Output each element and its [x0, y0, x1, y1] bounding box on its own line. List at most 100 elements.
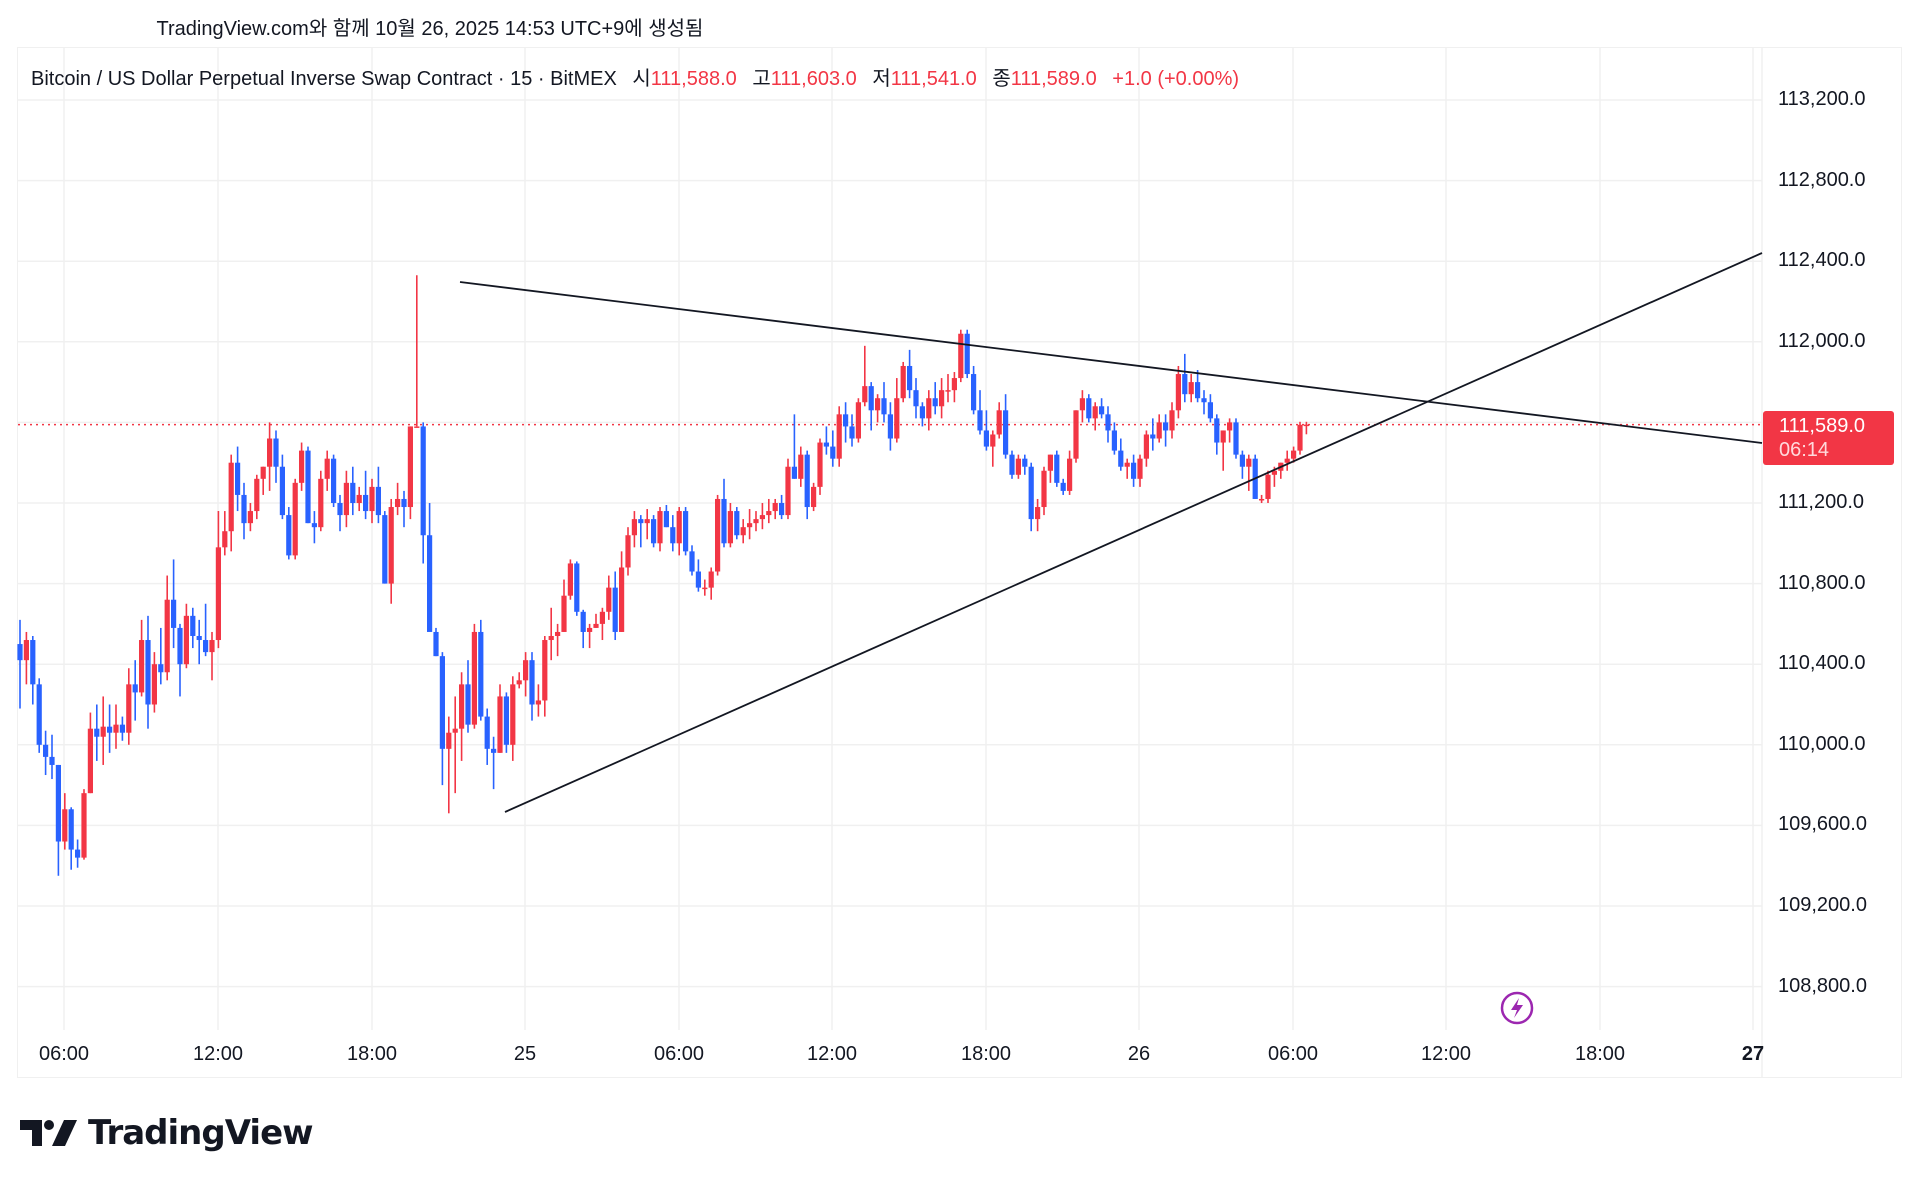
time-axis-label: 18:00 — [1574, 1043, 1626, 1065]
candle-body — [177, 627, 183, 665]
candle-body — [324, 458, 330, 479]
candle-body — [689, 551, 695, 572]
candle-body — [1009, 454, 1015, 475]
candle-body — [459, 684, 465, 729]
candle-body — [798, 454, 804, 479]
price-axis-label: 112,000.0 — [1778, 329, 1866, 352]
candle-body — [791, 466, 797, 479]
lightning-icon[interactable] — [1499, 990, 1535, 1026]
lower-trendline[interactable] — [504, 252, 1763, 813]
candle-body — [676, 511, 682, 544]
candle-body — [631, 519, 637, 536]
candle-body — [971, 374, 977, 411]
candle-body — [1067, 458, 1073, 491]
candle-body — [395, 498, 401, 508]
candle-body — [625, 535, 631, 568]
candle-body — [1182, 374, 1188, 395]
candle-body — [849, 426, 855, 439]
price-axis-label: 112,400.0 — [1778, 249, 1866, 272]
candle-body — [87, 728, 93, 794]
candle-body — [1207, 402, 1213, 419]
candle-body — [235, 462, 241, 495]
upper-trendline[interactable] — [459, 281, 1763, 444]
candle-body — [772, 503, 778, 512]
candle-body — [491, 748, 497, 753]
tradingview-wordmark: TradingView — [88, 1113, 314, 1153]
candle-body — [151, 664, 157, 705]
candle-body — [862, 386, 868, 403]
symbol-legend: Bitcoin / US Dollar Perpetual Inverse Sw… — [31, 62, 1239, 91]
candle-body — [427, 535, 433, 632]
candle-body — [196, 635, 202, 641]
candle-body — [587, 627, 593, 632]
candle-body — [1041, 470, 1047, 508]
candle-body — [23, 640, 29, 661]
candle-body — [55, 764, 61, 842]
chart-frame — [17, 47, 1902, 1078]
candle-body — [1105, 414, 1111, 431]
candle-body — [478, 631, 484, 717]
candle-body — [535, 700, 541, 705]
candle-body — [1015, 458, 1021, 475]
candle-body — [977, 410, 983, 431]
price-axis-label: 113,200.0 — [1778, 88, 1866, 110]
candle-body — [420, 426, 426, 536]
time-axis-label: 18:00 — [346, 1043, 398, 1065]
candle-body — [1143, 434, 1149, 459]
candle-body — [299, 450, 305, 483]
candle-body — [580, 611, 586, 632]
candle-body — [606, 587, 612, 612]
candle-body — [1265, 474, 1271, 499]
candle-body — [1201, 398, 1207, 403]
tradingview-logo[interactable]: TradingView — [20, 1113, 314, 1153]
candle-body — [817, 442, 823, 487]
high-value: 111,603.0 — [770, 68, 857, 90]
candle-body — [369, 486, 375, 512]
high-label: 고 — [752, 68, 771, 90]
candle-body — [388, 507, 394, 584]
candle-body — [363, 494, 369, 512]
candle-body — [171, 599, 177, 628]
candle-body — [401, 498, 407, 508]
candle-body — [529, 660, 535, 705]
candle-body — [510, 684, 516, 745]
candle-body — [222, 531, 228, 548]
candle-body — [727, 511, 733, 544]
candle-body — [1022, 458, 1028, 467]
symbol-title[interactable]: Bitcoin / US Dollar Perpetual Inverse Sw… — [31, 68, 617, 90]
candle-body — [260, 466, 266, 479]
candle-body — [1271, 470, 1277, 475]
candle-body — [49, 756, 55, 765]
candle-body — [254, 478, 260, 512]
candle-body — [1150, 434, 1156, 439]
candle-body — [651, 519, 657, 544]
time-axis-label: 06:00 — [38, 1043, 90, 1065]
price-axis-label: 110,800.0 — [1778, 571, 1866, 594]
price-axis-label: 109,200.0 — [1778, 894, 1867, 916]
candle-body — [305, 450, 311, 524]
candle-body — [1099, 406, 1105, 415]
candle-body — [107, 726, 113, 733]
candle-body — [145, 640, 151, 705]
candle-body — [1227, 422, 1233, 431]
candle-body — [638, 519, 644, 524]
candle-body — [913, 390, 919, 407]
candle-body — [1303, 424, 1309, 427]
candle-body — [1131, 462, 1137, 479]
candle-body — [1003, 410, 1009, 455]
candle-body — [1284, 458, 1290, 463]
candle-body — [465, 684, 471, 725]
candle-body — [823, 442, 829, 447]
candle-body — [721, 498, 727, 544]
candle-body — [894, 398, 900, 439]
candle-body — [279, 466, 285, 516]
last-price-tag: 111,589.0 06:14 — [1763, 411, 1894, 465]
candle-body — [311, 523, 317, 528]
candle-body — [766, 511, 772, 516]
candle-body — [747, 523, 753, 528]
close-value: 111,589.0 — [1010, 68, 1097, 90]
low-label: 저 — [872, 68, 891, 90]
time-axis-label: 06:00 — [1267, 1043, 1319, 1065]
time-axis-label: 27 — [1741, 1043, 1765, 1065]
